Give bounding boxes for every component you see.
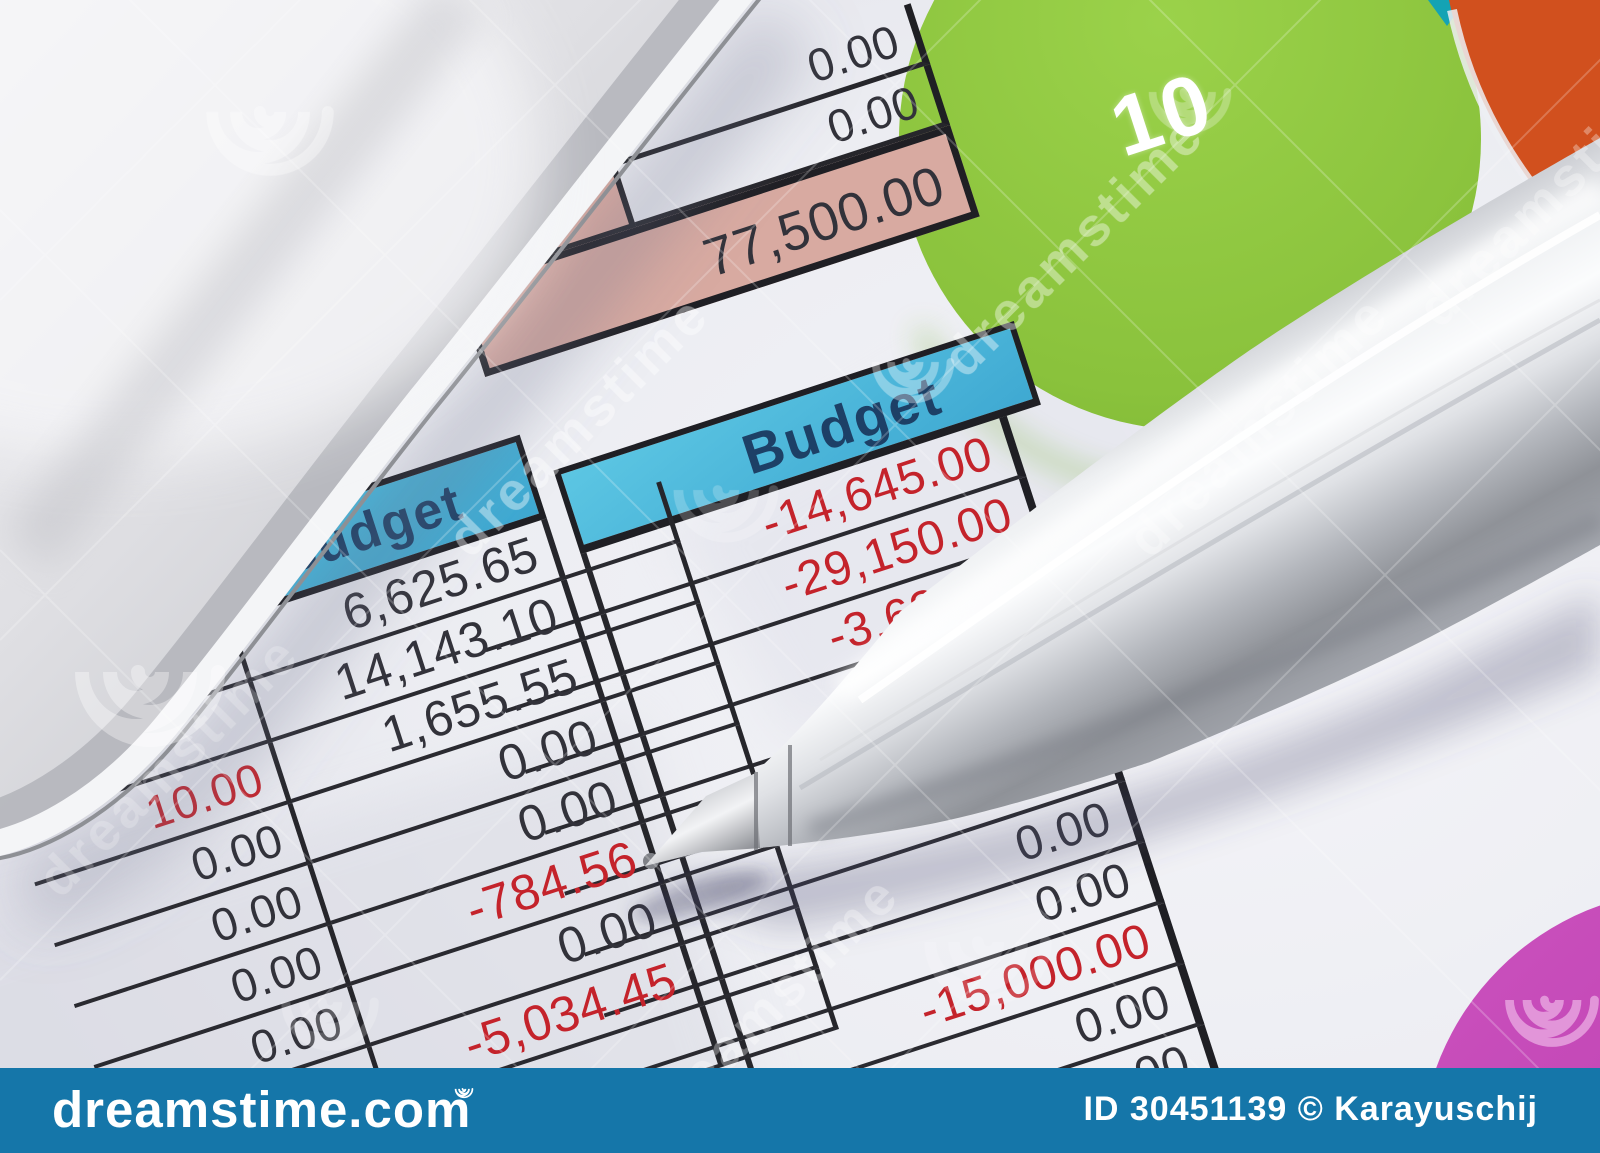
pen-highlight — [832, 178, 1600, 701]
watermark-text: dreamstime — [1406, 53, 1600, 338]
watermark-text: dreamstime — [931, 103, 1216, 388]
spiral-icon — [930, 942, 1046, 1000]
spiral-icon — [212, 112, 328, 170]
pen — [643, 138, 1600, 869]
pen-lower-shade — [807, 512, 1600, 838]
pen-brushed-line — [819, 298, 1600, 762]
pen-tip-cone — [645, 770, 762, 866]
watermark-text: dreamstime — [26, 623, 311, 908]
watermark-texts: dreamstime dreamstime dreamstime dreamst… — [26, 53, 1600, 1148]
watermark-text: dreamstime — [1116, 283, 1401, 568]
spiral-icon — [286, 1002, 374, 1046]
brand-spiral-icon — [454, 1088, 474, 1099]
pen-brushed-line — [798, 317, 1600, 791]
watermark-bar: dreamstime.com ID 30451139 © Karayuschij — [0, 1068, 1600, 1153]
spiral-icon — [678, 490, 773, 538]
pen-shadow — [660, 592, 1600, 928]
device-shadow — [15, 8, 816, 927]
spiral-icon — [1510, 1000, 1595, 1043]
watermark-text: dreamstime — [436, 283, 721, 568]
pen-tip-shadow — [632, 871, 768, 921]
paper-shadow-band — [0, 718, 756, 1153]
image-credit: ID 30451139 © Karayuschij — [1083, 1090, 1538, 1128]
pen-ferrule — [754, 745, 792, 850]
brand-logo: dreamstime.com — [52, 1081, 472, 1138]
silver-device — [0, 0, 762, 861]
pen-highlight — [857, 211, 1600, 704]
